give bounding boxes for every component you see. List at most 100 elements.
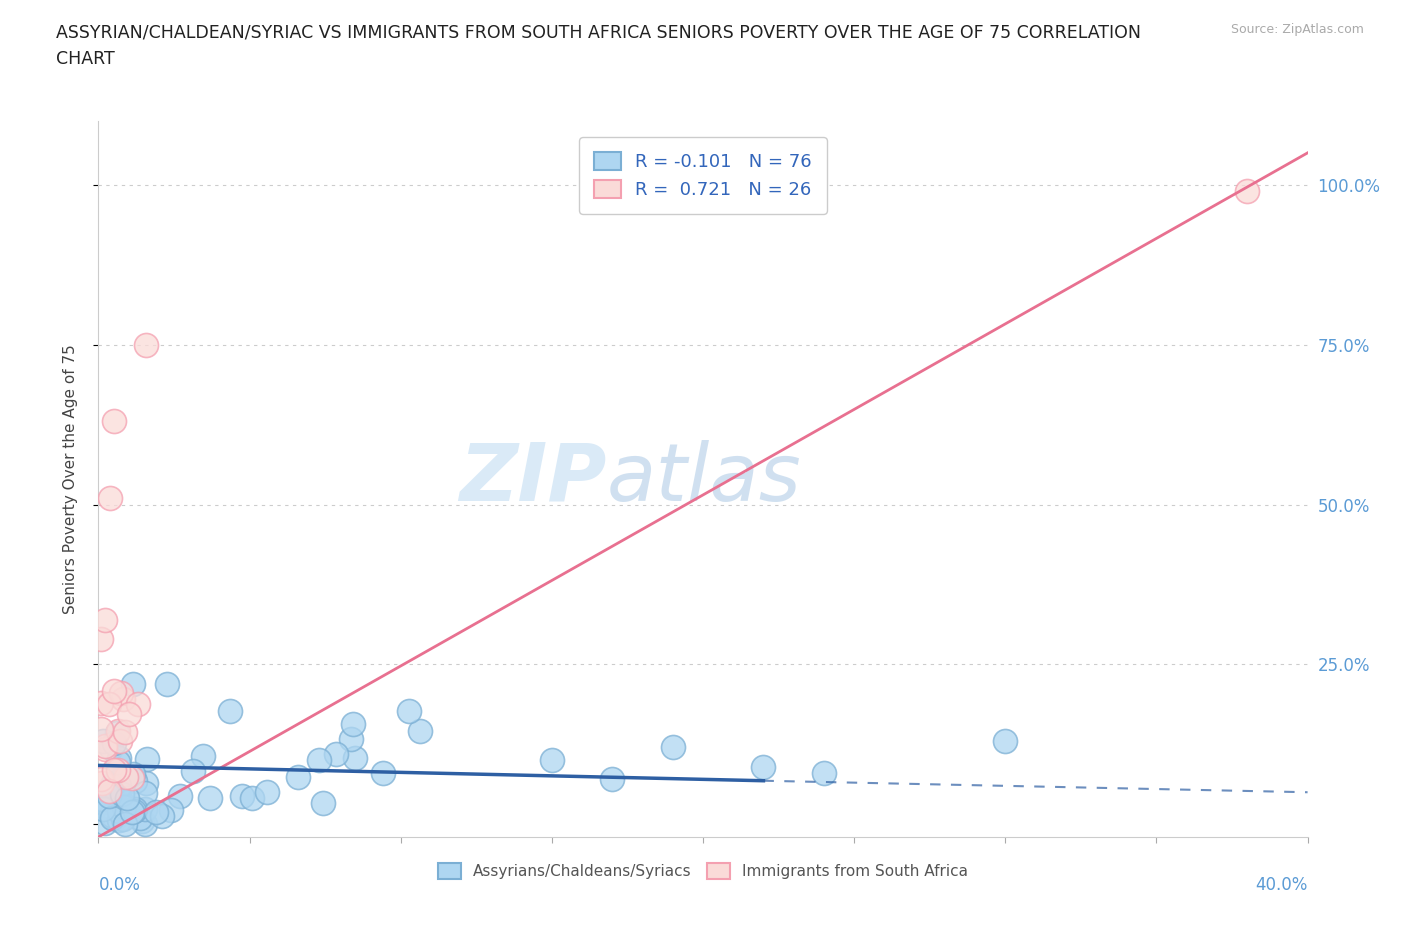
Point xyxy=(94,816,117,830)
Point xyxy=(97,789,120,804)
Point xyxy=(90,800,112,815)
Point xyxy=(134,785,156,800)
Text: Source: ZipAtlas.com: Source: ZipAtlas.com xyxy=(1230,23,1364,36)
Point xyxy=(136,752,159,767)
Point xyxy=(150,808,173,823)
Point xyxy=(103,735,125,750)
Point xyxy=(115,790,138,805)
Point xyxy=(398,703,420,718)
Point xyxy=(661,740,683,755)
Point xyxy=(994,734,1017,749)
Point xyxy=(107,751,129,765)
Point xyxy=(108,734,131,749)
Point xyxy=(325,747,347,762)
Point xyxy=(97,697,120,711)
Legend: Assyrians/Chaldeans/Syriacs, Immigrants from South Africa: Assyrians/Chaldeans/Syriacs, Immigrants … xyxy=(430,856,976,886)
Text: atlas: atlas xyxy=(606,440,801,518)
Point xyxy=(100,740,122,755)
Point xyxy=(135,338,157,352)
Text: 0.0%: 0.0% xyxy=(98,876,141,895)
Point xyxy=(101,776,124,790)
Point xyxy=(110,686,132,701)
Point xyxy=(91,734,114,749)
Point xyxy=(231,788,253,803)
Point xyxy=(218,703,240,718)
Point xyxy=(90,772,112,787)
Point xyxy=(256,785,278,800)
Point xyxy=(342,717,364,732)
Point xyxy=(409,724,432,738)
Point xyxy=(111,811,134,826)
Point xyxy=(121,771,143,786)
Y-axis label: Seniors Poverty Over the Age of 75: Seniors Poverty Over the Age of 75 xyxy=(63,344,77,614)
Point xyxy=(169,789,191,804)
Point xyxy=(156,676,179,691)
Point xyxy=(287,769,309,784)
Point xyxy=(97,799,120,814)
Point xyxy=(145,804,167,819)
Point xyxy=(90,776,112,790)
Point xyxy=(134,802,156,817)
Point xyxy=(181,764,204,778)
Point xyxy=(97,782,120,797)
Point xyxy=(103,763,125,777)
Point xyxy=(198,790,221,805)
Point xyxy=(94,802,117,817)
Point xyxy=(112,812,135,827)
Point xyxy=(94,738,117,753)
Point xyxy=(107,785,129,800)
Point xyxy=(121,804,143,819)
Point xyxy=(127,697,149,711)
Point xyxy=(103,684,125,698)
Point xyxy=(135,776,157,790)
Point xyxy=(340,732,363,747)
Point xyxy=(121,676,143,691)
Point xyxy=(160,803,183,817)
Point xyxy=(602,772,624,787)
Point xyxy=(344,751,367,765)
Text: ASSYRIAN/CHALDEAN/SYRIAC VS IMMIGRANTS FROM SOUTH AFRICA SENIORS POVERTY OVER TH: ASSYRIAN/CHALDEAN/SYRIAC VS IMMIGRANTS F… xyxy=(56,23,1142,68)
Point xyxy=(752,759,775,774)
Point xyxy=(107,754,129,769)
Point xyxy=(813,765,835,780)
Point xyxy=(91,802,114,817)
Point xyxy=(115,804,138,819)
Point xyxy=(115,799,138,814)
Point xyxy=(90,631,112,646)
Point xyxy=(308,752,330,767)
Point xyxy=(112,800,135,815)
Point xyxy=(114,817,136,831)
Point xyxy=(107,804,129,818)
Point xyxy=(107,724,129,738)
Point xyxy=(240,790,263,805)
Text: ZIP: ZIP xyxy=(458,440,606,518)
Point xyxy=(117,772,139,787)
Point xyxy=(103,414,125,429)
Point xyxy=(122,804,145,818)
Point xyxy=(90,722,112,737)
Point xyxy=(111,691,134,706)
Point xyxy=(90,696,112,711)
Point xyxy=(191,749,214,764)
Point xyxy=(101,778,124,793)
Point xyxy=(114,724,136,739)
Point xyxy=(124,774,146,789)
Point xyxy=(118,707,141,722)
Point xyxy=(105,725,128,740)
Point xyxy=(540,753,562,768)
Point xyxy=(94,612,117,627)
Point xyxy=(131,813,153,828)
Point xyxy=(105,775,128,790)
Point xyxy=(104,811,127,826)
Point xyxy=(115,770,138,785)
Point xyxy=(97,784,120,799)
Point xyxy=(93,741,115,756)
Point xyxy=(124,802,146,817)
Point xyxy=(108,813,131,828)
Point xyxy=(134,817,156,831)
Point xyxy=(98,491,121,506)
Point xyxy=(90,791,112,806)
Point xyxy=(312,795,335,810)
Point xyxy=(371,765,394,780)
Point xyxy=(108,778,131,793)
